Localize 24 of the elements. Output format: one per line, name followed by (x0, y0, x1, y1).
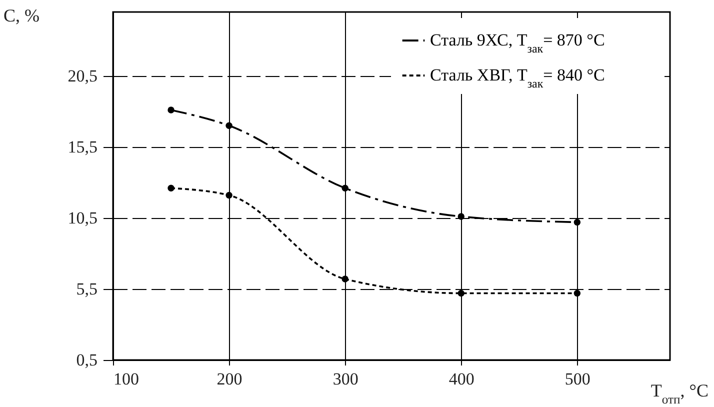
x-tick-label: 300 (332, 370, 358, 388)
y-tick-label: 15,5 (68, 137, 98, 156)
x-tick-label: 500 (564, 370, 590, 388)
point (168, 184, 174, 192)
y-tick-label: 0,5 (76, 350, 98, 370)
x-tick-label: 400 (448, 370, 474, 388)
y-axis-title: C, % (4, 6, 40, 26)
y-tick-label: 5,5 (76, 279, 98, 298)
point (574, 290, 581, 297)
point (458, 213, 464, 220)
point (342, 184, 348, 192)
point (342, 276, 348, 282)
legend-label: Сталь ХВГ, T$_{зак}$= 840 °C (430, 66, 605, 90)
x-tick-label: 200 (216, 370, 242, 388)
y-tick-label: 10,5 (68, 208, 98, 228)
x-tick-label: 100 (114, 370, 139, 388)
point (226, 192, 232, 199)
y-tick-label: 20,5 (68, 66, 98, 86)
x-axis-title: T$_{отп}$, °C (650, 380, 708, 406)
legend-label: Сталь 9ХС, T$_{зак}$= 870 °C (430, 30, 605, 56)
point (458, 290, 464, 297)
point (574, 218, 581, 226)
point (168, 106, 174, 114)
point (226, 122, 232, 129)
